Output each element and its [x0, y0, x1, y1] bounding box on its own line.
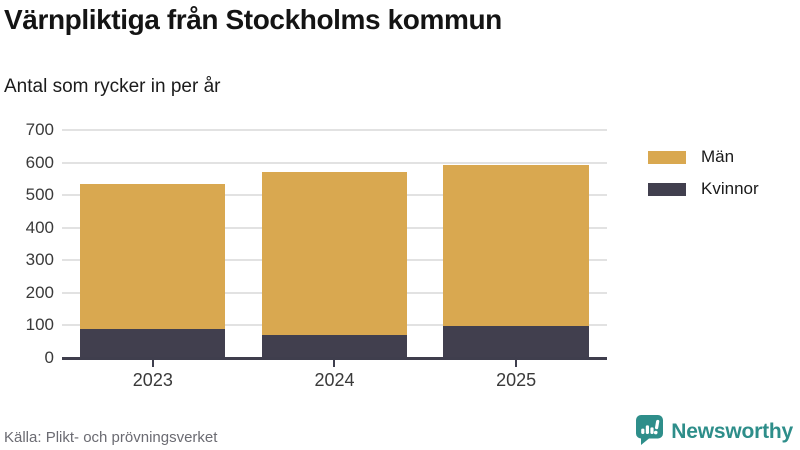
bar-group-2023: [62, 130, 244, 358]
bar-segment-kvinnor-2024: [261, 334, 408, 358]
x-tick-label-2023: 2023: [132, 370, 173, 390]
stacked-bar-2025: [443, 130, 589, 358]
y-tick-label-700: 700: [25, 120, 54, 139]
bar-segment-kvinnor-2025: [443, 326, 589, 358]
bar-segment-män-2025: [443, 165, 589, 327]
legend-label-kvinnor: Kvinnor: [701, 179, 759, 198]
x-tick-mark: [515, 360, 518, 367]
stacked-bar-2023: [80, 130, 226, 358]
legend: Män Kvinnor: [648, 147, 759, 211]
x-tick-label-2025: 2025: [496, 370, 537, 390]
x-axis-line: [62, 357, 607, 360]
y-tick-label-100: 100: [25, 315, 54, 335]
bar-segment-kvinnor-2023: [80, 328, 226, 358]
legend-swatch-män: [648, 150, 686, 164]
bars: [62, 130, 607, 358]
bar-group-2024: [244, 130, 426, 358]
legend-swatch-kvinnor: [648, 182, 686, 196]
x-axis: 2023 2024 2025: [62, 360, 607, 391]
source-note: Källa: Plikt- och prövningsverket: [4, 429, 218, 446]
y-tick-label-500: 500: [25, 185, 54, 205]
y-tick-label-600: 600: [25, 152, 54, 172]
newsworthy-speech-bubble-chart-icon: [635, 414, 664, 450]
chart-title: Värnpliktiga från Stockholms kommun: [4, 4, 502, 35]
chart-subtitle: Antal som rycker in per år: [4, 76, 221, 97]
gridline-700: [62, 129, 607, 131]
plot-area: [62, 129, 607, 360]
gridline-600: [62, 161, 607, 164]
x-category-2024: 2024: [244, 360, 426, 391]
y-tick-label-300: 300: [25, 250, 54, 270]
legend-label-män: Män: [701, 147, 735, 166]
y-tick-label-400: 400: [25, 217, 54, 237]
x-tick-mark: [333, 360, 336, 367]
x-category-2023: 2023: [62, 360, 244, 391]
legend-item-kvinnor: Kvinnor: [648, 179, 759, 199]
x-category-2025: 2025: [425, 360, 607, 391]
newsworthy-brand-text: Newsworthy: [671, 420, 793, 443]
stacked-bar-2024: [261, 130, 408, 358]
legend-item-män: Män: [648, 147, 759, 167]
x-tick-label-2024: 2024: [314, 370, 355, 390]
bar-segment-män-2024: [261, 172, 408, 335]
y-tick-label-200: 200: [25, 282, 54, 302]
x-tick-mark: [151, 360, 154, 367]
y-axis-labels: 0 100 200 300 400 500 600 700: [0, 120, 54, 367]
y-tick-label-0: 0: [44, 348, 54, 367]
bar-group-2025: [425, 130, 607, 358]
bar-segment-män-2023: [80, 183, 226, 329]
newsworthy-logo: Newsworthy: [635, 414, 793, 450]
